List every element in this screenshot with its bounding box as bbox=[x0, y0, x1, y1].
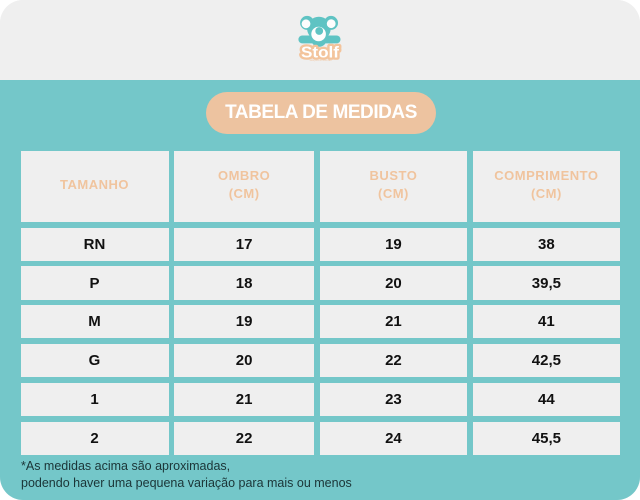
svg-text:BRINQUEDOS E ENXOVAIS: BRINQUEDOS E ENXOVAIS bbox=[310, 59, 332, 62]
svg-text:Stolf: Stolf bbox=[301, 45, 340, 62]
